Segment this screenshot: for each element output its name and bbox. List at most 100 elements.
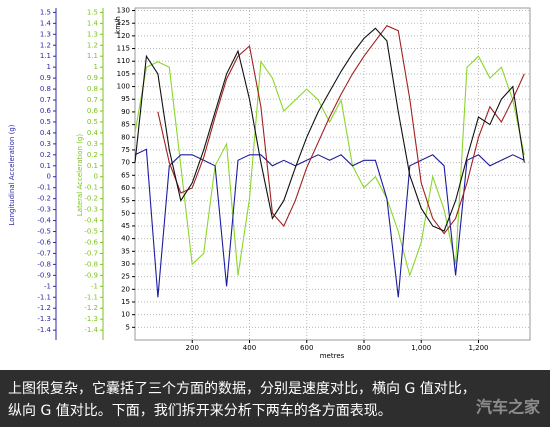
y-tick-label: -0.9: [37, 271, 51, 279]
caption-line: 上图很复杂，它囊括了三个方面的数据，分别是速度对比，横向 G 值对比，: [8, 380, 476, 397]
y-tick-label: 80: [121, 133, 130, 141]
series-line: [134, 148, 525, 298]
y-tick-label: 95: [121, 95, 130, 103]
y-tick-label: 70: [121, 159, 130, 167]
plot-area: [134, 7, 531, 341]
y-tick-label: 0.1: [40, 162, 51, 170]
y-tick-label: 85: [121, 121, 130, 129]
y-tick-label: -0.2: [84, 195, 98, 203]
series-line: [134, 27, 525, 232]
y-tick-label: 10: [121, 311, 130, 319]
y-tick-label: 0.3: [87, 140, 98, 148]
y-tick-label: 105: [117, 70, 130, 78]
y-tick-label: -0.4: [37, 217, 51, 225]
y-tick-label: 0.2: [87, 151, 98, 159]
y-tick-label: 1.1: [87, 52, 98, 60]
y-tick-label: 40: [121, 235, 130, 243]
y-tick-label: 100: [117, 83, 130, 91]
y-tick-label: -1.3: [84, 315, 98, 323]
y-tick-label: 0: [94, 173, 98, 181]
y3-axis-title: Longitudinal Acceleration (g): [8, 124, 16, 225]
x-tick-label: 200: [186, 344, 199, 352]
y-tick-label: -0.8: [84, 260, 98, 268]
y-tick-label: 1.3: [40, 30, 51, 38]
y-tick-label: 1.2: [87, 41, 98, 49]
y-tick-label: 15: [121, 298, 130, 306]
y-tick-label: -0.1: [84, 184, 98, 192]
y-axis-title: km/h: [114, 16, 122, 34]
y-tick-label: -0.4: [84, 217, 98, 225]
y-tick-label: 20: [121, 285, 130, 293]
y-tick-label: -1.4: [84, 326, 98, 334]
y-tick-label: 5: [126, 323, 130, 331]
y-tick-label: 130: [117, 7, 130, 15]
y-tick-label: 0.4: [87, 129, 99, 137]
y-tick-label: 0.1: [87, 162, 98, 170]
y-tick-label: 110: [117, 57, 130, 65]
y-tick-label: 0.5: [87, 118, 98, 126]
y-tick-label: 75: [121, 146, 130, 154]
y-tick-label: 60: [121, 184, 130, 192]
y-tick-label: 0.7: [87, 96, 98, 104]
y-tick-label: 55: [121, 197, 130, 205]
x-tick-label: 1,200: [468, 344, 488, 352]
series-line: [157, 25, 525, 235]
x-tick-label: 800: [357, 344, 370, 352]
x-tick-label: 400: [243, 344, 256, 352]
y-tick-label: 0.2: [40, 151, 51, 159]
y-tick-label: 1: [94, 63, 98, 71]
y-tick-label: -1.2: [84, 304, 98, 312]
y-tick-label: -0.7: [84, 249, 98, 257]
x-tick-label: 1,000: [411, 344, 431, 352]
y-tick-label: -0.3: [37, 206, 51, 214]
y-tick-label: 0: [47, 173, 51, 181]
y-tick-label: 50: [121, 209, 130, 217]
y-tick-label: -1.3: [37, 315, 51, 323]
y-tick-label: -0.8: [37, 260, 51, 268]
series-line: [134, 55, 525, 278]
y-tick-label: 35: [121, 247, 130, 255]
y-tick-label: -0.9: [84, 271, 98, 279]
y-tick-label: -1.2: [37, 304, 51, 312]
y-tick-label: -1: [44, 282, 51, 290]
y-tick-label: 0.4: [40, 129, 52, 137]
caption-band: [0, 370, 550, 427]
y-tick-label: 1.2: [40, 41, 51, 49]
y-tick-label: 0.3: [40, 140, 51, 148]
caption-line: 纵向 G 值对比。下面，我们拆开来分析下两车的各方面表现。: [8, 402, 392, 419]
y-tick-label: 1.4: [87, 19, 99, 27]
watermark: 汽车之家: [476, 398, 541, 417]
y-tick-label: -0.6: [84, 238, 98, 246]
y-tick-label: 115: [117, 45, 130, 53]
y-tick-label: 0.9: [40, 74, 51, 82]
x-tick-label: 600: [300, 344, 313, 352]
y-tick-label: 45: [121, 222, 130, 230]
y-tick-label: -0.3: [84, 206, 98, 214]
y-tick-label: 1: [47, 63, 51, 71]
y-tick-label: 1.5: [87, 8, 98, 16]
y-tick-label: 25: [121, 273, 130, 281]
y-tick-label: 0.6: [40, 107, 52, 115]
y-tick-label: 0.7: [40, 96, 51, 104]
y-tick-label: 65: [121, 171, 130, 179]
y-tick-label: -0.5: [84, 228, 98, 236]
y-tick-label: 90: [121, 108, 130, 116]
y-tick-label: -0.6: [37, 238, 51, 246]
y-tick-label: -1.1: [84, 293, 98, 301]
y-tick-label: 1.5: [40, 8, 51, 16]
y-tick-label: -0.5: [37, 228, 51, 236]
y2-axis-title: Lateral Acceleration (g): [76, 134, 84, 216]
y-tick-label: 1.4: [40, 19, 52, 27]
y-tick-label: -1.1: [37, 293, 51, 301]
y-tick-label: 1.3: [87, 30, 98, 38]
y-tick-label: 0.8: [87, 85, 98, 93]
y-tick-label: 0.5: [40, 118, 51, 126]
y-tick-label: -0.1: [37, 184, 51, 192]
y-tick-label: 120: [117, 32, 130, 40]
y-tick-label: -0.7: [37, 249, 51, 257]
y-tick-label: 0.9: [87, 74, 98, 82]
y-tick-label: -1.4: [37, 326, 51, 334]
x-axis-title: metres: [320, 352, 345, 360]
y-tick-label: 0.8: [40, 85, 51, 93]
